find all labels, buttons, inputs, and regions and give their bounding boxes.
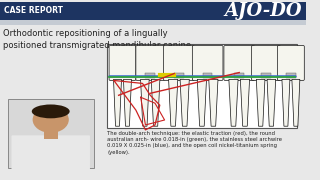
Bar [0, 2, 306, 20]
Polygon shape [151, 79, 160, 126]
Polygon shape [256, 79, 265, 126]
Text: CASE REPORT: CASE REPORT [4, 6, 63, 15]
FancyBboxPatch shape [109, 46, 136, 80]
Polygon shape [209, 79, 218, 126]
Bar [107, 44, 297, 128]
Bar [0, 20, 306, 25]
Polygon shape [197, 79, 206, 126]
FancyBboxPatch shape [192, 46, 223, 80]
Bar [235, 73, 244, 78]
Polygon shape [124, 79, 132, 126]
Bar [261, 73, 271, 78]
Bar [8, 99, 94, 168]
Ellipse shape [33, 107, 69, 133]
Polygon shape [267, 79, 276, 126]
Polygon shape [229, 79, 238, 126]
Bar [174, 73, 184, 78]
Text: AJO-DO: AJO-DO [225, 2, 302, 20]
FancyBboxPatch shape [224, 46, 254, 80]
Polygon shape [140, 79, 149, 126]
Text: The double-arch technique: the elastic traction (red), the round
australian arch: The double-arch technique: the elastic t… [107, 130, 282, 155]
Polygon shape [169, 79, 178, 126]
Bar [44, 129, 58, 139]
FancyBboxPatch shape [12, 135, 90, 172]
Polygon shape [114, 79, 122, 126]
Bar [286, 73, 296, 78]
Bar [203, 73, 212, 78]
Polygon shape [240, 79, 250, 126]
FancyBboxPatch shape [252, 46, 280, 80]
Ellipse shape [32, 104, 70, 118]
Polygon shape [292, 79, 300, 126]
FancyBboxPatch shape [277, 46, 304, 80]
FancyBboxPatch shape [136, 46, 164, 80]
Bar [146, 73, 155, 78]
Polygon shape [282, 79, 290, 126]
FancyBboxPatch shape [164, 46, 194, 80]
Polygon shape [180, 79, 189, 126]
Text: Orthodontic repositioning of a lingually
positioned transmigrated mandibular can: Orthodontic repositioning of a lingually… [3, 29, 191, 50]
